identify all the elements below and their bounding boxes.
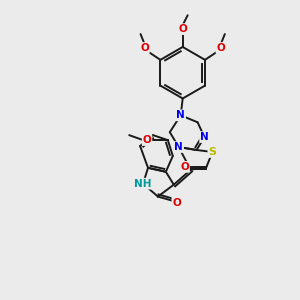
- Text: O: O: [217, 43, 225, 53]
- Text: O: O: [143, 135, 152, 145]
- Text: N: N: [200, 132, 209, 142]
- Text: N: N: [176, 110, 185, 120]
- Text: O: O: [172, 197, 181, 208]
- Text: N: N: [174, 142, 183, 152]
- Text: O: O: [180, 162, 189, 172]
- Text: S: S: [208, 147, 216, 157]
- Text: O: O: [178, 24, 187, 34]
- Text: O: O: [140, 43, 149, 53]
- Text: NH: NH: [134, 179, 152, 189]
